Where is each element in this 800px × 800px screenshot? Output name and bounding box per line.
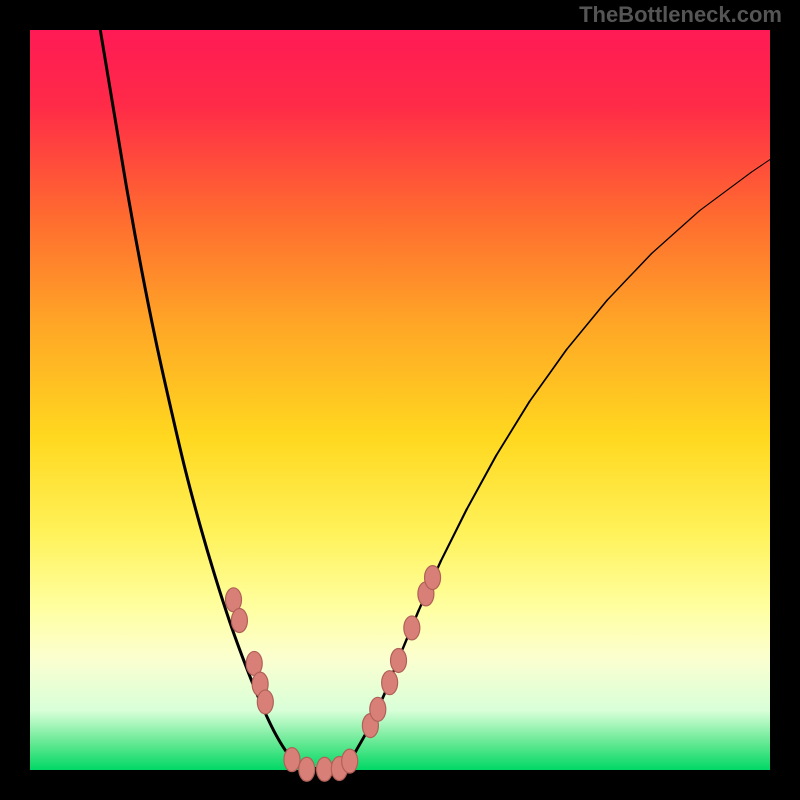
plot-background [30,30,770,770]
watermark-text: TheBottleneck.com [579,2,782,28]
chart-stage: TheBottleneck.com [0,0,800,800]
